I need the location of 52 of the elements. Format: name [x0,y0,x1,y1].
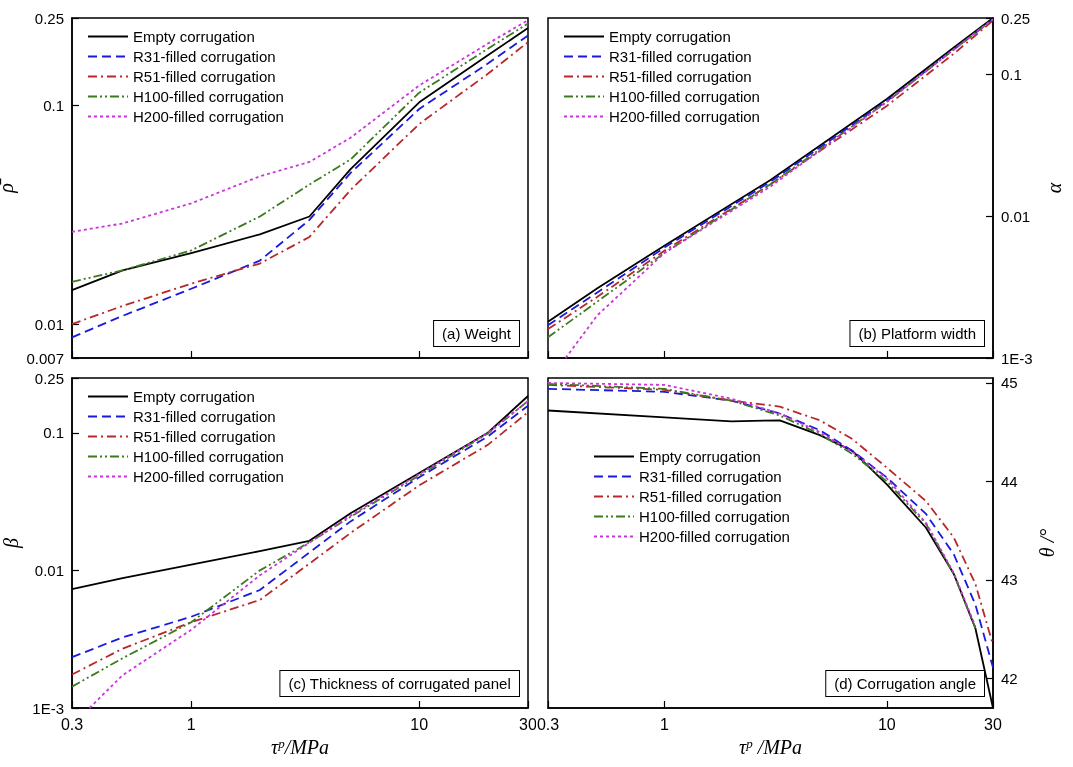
y-tick-label: 0.01 [34,561,64,579]
x-tick-label: 0.3 [60,715,84,733]
legend-label: R31-filled corrugation [639,468,782,485]
legend-label: H100-filled corrugation [133,448,284,465]
y-tick-label: 0.1 [1001,65,1022,83]
y-tick-label: 0.25 [34,9,64,27]
legend-label: R31-filled corrugation [609,48,752,65]
y2-tick-label: 44 [1001,472,1018,490]
y-tick-label: 1E-3 [32,699,64,717]
legend-label: H100-filled corrugation [639,508,790,525]
y-axis-title: β [0,537,24,549]
legend-label: H200-filled corrugation [609,108,760,125]
annotation: (b) Platform width [858,325,977,342]
legend-label: R51-filled corrugation [609,68,752,85]
y-tick-label: 0.01 [34,315,64,333]
x-tick-label: 0.3 [536,715,560,733]
legend-label: H200-filled corrugation [639,528,790,545]
y-tick-label: 0.01 [1001,207,1031,225]
legend-label: Empty corrugation [133,388,255,405]
annotation: (a) Weight [442,325,512,342]
legend-label: H200-filled corrugation [133,108,284,125]
y2-tick-label: 45 [1001,374,1018,392]
x-tick-label: 10 [877,715,896,733]
x-tick-label: 10 [410,715,429,733]
annotation: (d) Corrugation angle [834,675,976,692]
legend-label: H100-filled corrugation [133,88,284,105]
legend-label: R51-filled corrugation [133,428,276,445]
x-tick-label: 1 [186,715,196,733]
y2-tick-label: 42 [1001,669,1018,687]
y-tick-label: 1E-3 [1001,349,1033,367]
y-tick-label: 0.25 [34,369,64,387]
legend-label: H200-filled corrugation [133,468,284,485]
legend-label: R31-filled corrugation [133,48,276,65]
y2-axis-title: θ /° [1036,528,1058,558]
legend-label: R51-filled corrugation [639,488,782,505]
y-tick-label: 0.25 [1001,9,1031,27]
y-axis-title: α [1042,182,1065,194]
x-tick-label: 30 [984,715,1002,733]
y-tick-label: 0.1 [43,424,64,442]
legend-label: R31-filled corrugation [133,408,276,425]
y-tick-label: 0.1 [43,96,64,114]
legend-label: Empty corrugation [609,28,731,45]
y-tick-label: 0.007 [26,349,64,367]
legend-label: R51-filled corrugation [133,68,276,85]
y-axis-title: ρ̄ [0,178,18,194]
x-tick-label: 30 [519,715,537,733]
x-tick-label: 1 [659,715,669,733]
y2-tick-label: 43 [1001,571,1018,589]
annotation: (c) Thickness of corrugated panel [288,675,511,692]
legend-label: Empty corrugation [639,448,761,465]
legend-label: H100-filled corrugation [609,88,760,105]
legend-label: Empty corrugation [133,28,255,45]
